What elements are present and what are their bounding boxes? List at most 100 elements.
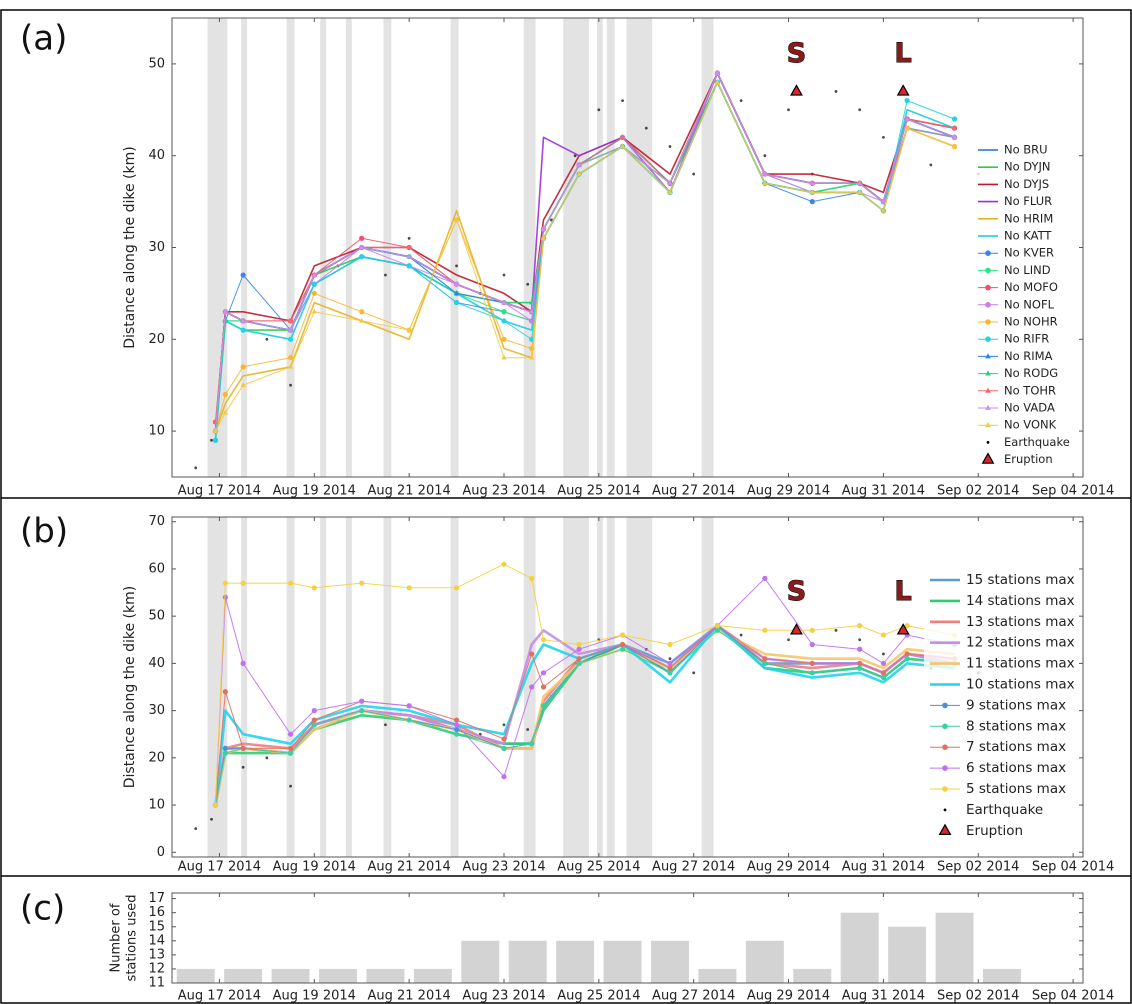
- series-marker: [406, 263, 412, 269]
- shaded-interval: [523, 18, 536, 477]
- series-marker: [856, 189, 863, 195]
- series-marker: [576, 161, 582, 167]
- series-marker: [540, 226, 547, 231]
- legend-label: 11 stations max: [966, 656, 1075, 672]
- legend-label: Eruption: [1004, 452, 1053, 466]
- earthquake-point: [194, 466, 198, 470]
- series-marker: [809, 641, 815, 648]
- series-marker: [287, 317, 294, 323]
- earthquake-point: [763, 154, 767, 158]
- earthquake-point: [621, 99, 624, 103]
- shaded-interval: [241, 18, 248, 477]
- series-marker: [453, 299, 460, 306]
- series-marker: [501, 336, 507, 342]
- bar: [603, 940, 642, 983]
- earthquake-point: [597, 108, 601, 112]
- series-marker: [359, 317, 365, 323]
- x-tick-label: Aug 31 2014: [842, 484, 925, 499]
- legend-label: No NOFL: [1004, 297, 1055, 311]
- y-tick-label: 11: [148, 976, 165, 991]
- series-marker: [453, 216, 460, 222]
- bar: [698, 968, 737, 983]
- earthquake-point: [194, 827, 198, 831]
- x-tick-label: Aug 17 2014: [178, 860, 261, 875]
- x-tick-label: Sep 04 2014: [1032, 484, 1114, 499]
- earthquake-point: [739, 99, 743, 103]
- series-marker: [240, 272, 246, 278]
- earthquake-point: [289, 383, 292, 387]
- series-marker: [406, 717, 412, 723]
- series-marker: [311, 290, 317, 296]
- x-tick-label: Aug 23 2014: [462, 484, 545, 499]
- panel-label: (a): [20, 19, 67, 59]
- x-tick-label: Aug 19 2014: [273, 484, 356, 499]
- eruption-marker: [896, 623, 910, 635]
- series-marker: [501, 299, 507, 305]
- eruption-marker: [790, 623, 803, 635]
- legend-label: No FLUR: [1004, 194, 1052, 208]
- y-tick-label: 16: [148, 905, 165, 920]
- earthquake-point: [526, 728, 530, 731]
- series-marker: [951, 116, 958, 122]
- series-marker: [222, 391, 228, 397]
- series-marker: [529, 684, 535, 690]
- legend-label: 13 stations max: [966, 614, 1075, 630]
- y-axis-label: stations used: [125, 895, 140, 982]
- series-marker: [714, 79, 721, 85]
- series-marker: [951, 134, 958, 140]
- bar: [366, 968, 405, 983]
- y-tick-label: 70: [148, 514, 165, 529]
- shaded-interval: [320, 517, 327, 857]
- series-marker: [311, 585, 317, 591]
- earthquake-point: [668, 657, 672, 661]
- legend-label: 15 stations max: [966, 572, 1075, 588]
- earthquake-point: [210, 438, 213, 442]
- shaded-interval: [626, 18, 653, 477]
- x-tick-label: Aug 17 2014: [178, 989, 261, 1004]
- legend-label: No HRIM: [1004, 211, 1053, 225]
- series-marker: [501, 774, 507, 780]
- series-marker: [762, 660, 768, 666]
- series-marker: [222, 750, 228, 756]
- series-marker: [287, 363, 294, 369]
- legend-swatch: [985, 370, 991, 376]
- x-tick-label: Aug 19 2014: [273, 860, 356, 875]
- bar: [983, 968, 1021, 983]
- series-marker: [540, 670, 547, 676]
- y-tick-label: 40: [148, 656, 165, 671]
- series-marker: [406, 244, 412, 250]
- x-tick-label: Aug 23 2014: [462, 989, 545, 1004]
- legend-swatch: [942, 702, 948, 709]
- earthquake-point: [739, 633, 743, 637]
- legend-label: 6 stations max: [966, 760, 1066, 776]
- series-marker: [501, 354, 507, 360]
- series-marker: [311, 272, 317, 277]
- series-marker: [714, 70, 721, 75]
- x-tick-label: Aug 29 2014: [747, 989, 830, 1004]
- plot-area: [194, 517, 980, 857]
- shaded-interval: [626, 517, 653, 857]
- legend-label: Eruption: [966, 823, 1023, 839]
- bar: [556, 940, 595, 983]
- y-tick-label: 12: [148, 961, 165, 976]
- legend-label: No DYJS: [1004, 177, 1049, 191]
- earthquake-point: [787, 108, 790, 112]
- y-tick-label: 10: [148, 798, 165, 813]
- bar: [224, 968, 263, 983]
- series-marker: [287, 750, 294, 756]
- series-marker: [453, 722, 460, 728]
- shaded-interval: [596, 18, 603, 477]
- series-marker: [501, 309, 507, 315]
- series-marker: [951, 125, 958, 130]
- x-tick-label: Sep 02 2014: [937, 860, 1019, 875]
- series-marker: [880, 670, 887, 676]
- legend-swatch: [986, 441, 990, 444]
- earthquake-point: [668, 145, 672, 148]
- legend-label: No MOFO: [1004, 280, 1058, 294]
- shaded-interval: [563, 517, 589, 857]
- legend-swatch: [943, 808, 947, 812]
- earthquake-point: [289, 784, 292, 788]
- y-tick-label: 13: [148, 947, 165, 962]
- series-marker: [406, 327, 412, 332]
- series-marker: [667, 180, 673, 186]
